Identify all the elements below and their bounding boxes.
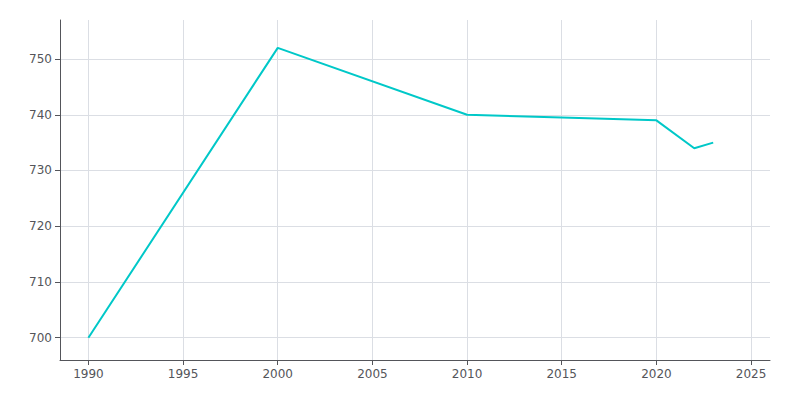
svg-text:740: 740 (29, 108, 52, 122)
svg-text:2025: 2025 (736, 367, 767, 381)
svg-text:730: 730 (29, 163, 52, 177)
svg-text:2005: 2005 (357, 367, 388, 381)
svg-text:1995: 1995 (168, 367, 199, 381)
svg-text:700: 700 (29, 331, 52, 345)
svg-text:1990: 1990 (73, 367, 104, 381)
svg-text:710: 710 (29, 275, 52, 289)
svg-text:2010: 2010 (452, 367, 483, 381)
svg-text:720: 720 (29, 219, 52, 233)
svg-text:2015: 2015 (546, 367, 577, 381)
svg-text:2000: 2000 (262, 367, 293, 381)
svg-text:2020: 2020 (641, 367, 672, 381)
svg-text:750: 750 (29, 52, 52, 66)
